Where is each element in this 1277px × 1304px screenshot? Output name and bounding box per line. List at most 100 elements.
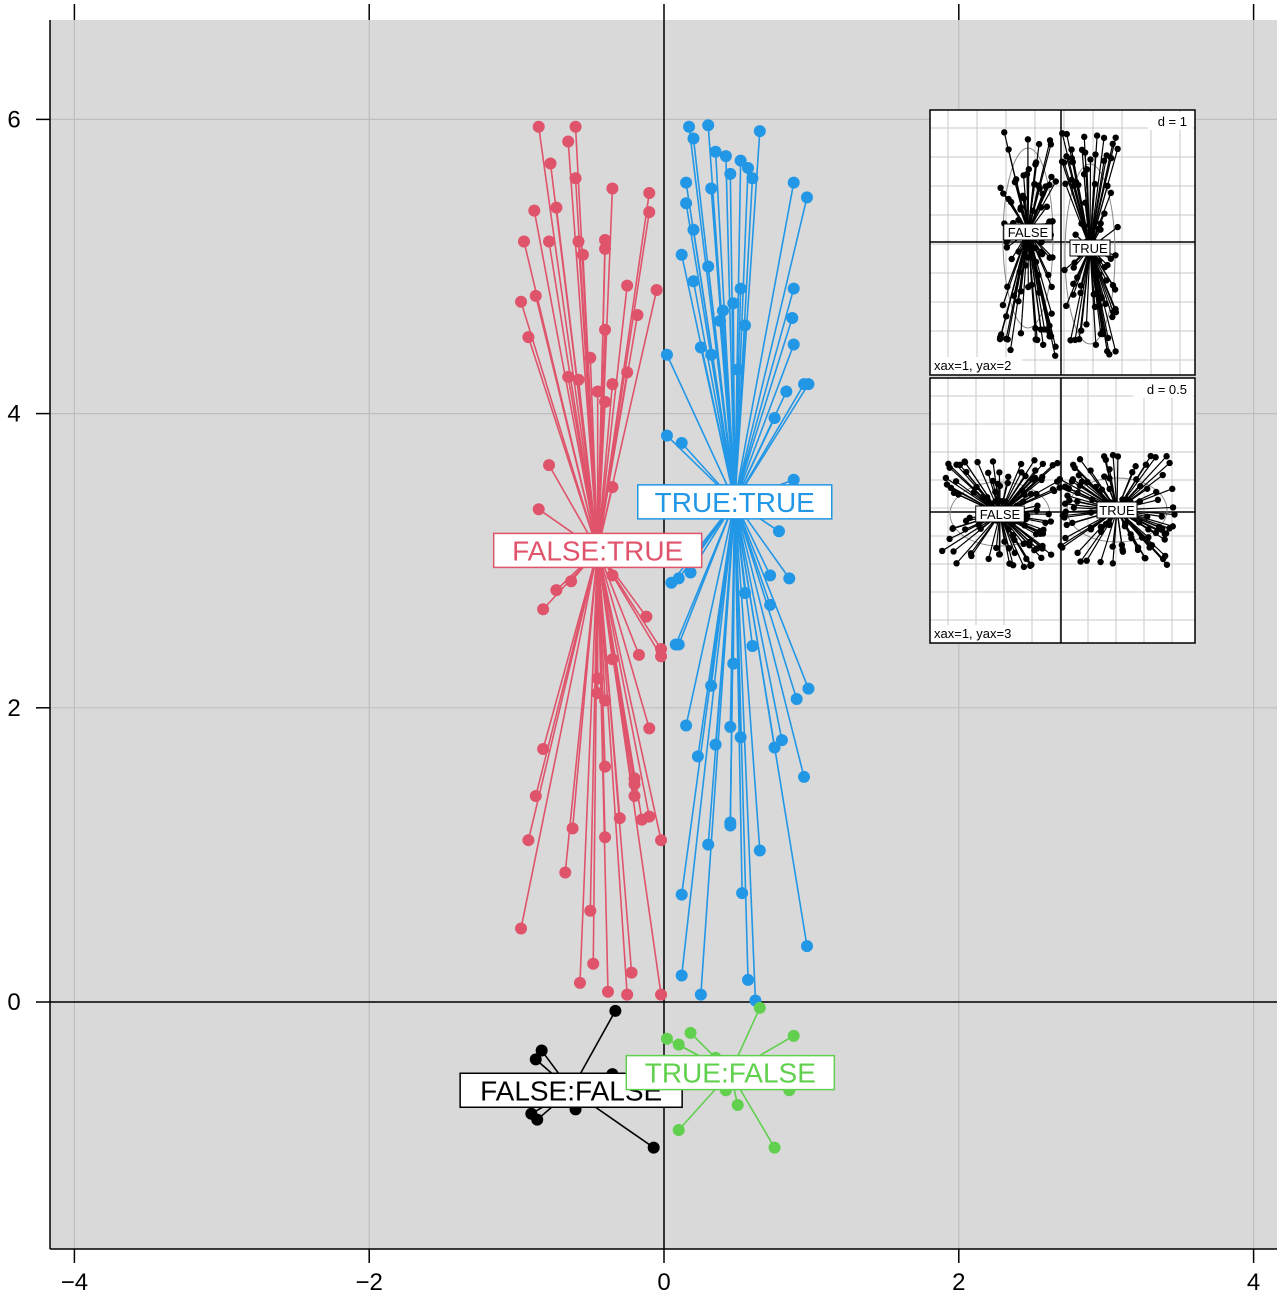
point-0-10 (572, 235, 585, 248)
inset-frame-1 (929, 377, 1196, 644)
point-0-58 (655, 834, 668, 847)
point-1-56 (734, 731, 747, 744)
inset-point-1-0-102 (1024, 512, 1031, 519)
inset-point-0-1-60 (1107, 189, 1115, 197)
point-1-27 (787, 338, 800, 351)
point-1-31 (780, 385, 793, 398)
point-0-50 (529, 790, 542, 803)
inset-point-0-0-61 (997, 331, 1005, 338)
point-0-43 (591, 687, 604, 700)
inset-point-1-0-89 (1018, 469, 1025, 476)
point-0-60 (584, 904, 597, 917)
inset-point-0-1-35 (1059, 130, 1066, 137)
segment-1-49 (733, 501, 754, 647)
point-1-30 (731, 363, 744, 376)
point-1-45 (739, 587, 752, 600)
point-1-70 (742, 973, 755, 986)
point-0-40 (632, 648, 645, 661)
inset-point-1-0-72 (1005, 473, 1012, 480)
inset-point-0-1-70 (1097, 330, 1105, 338)
inset-point-1-1-32 (1152, 529, 1160, 537)
segment-1-54 (685, 501, 736, 726)
point-1-67 (736, 887, 749, 900)
inset-point-1-1-33 (1147, 452, 1154, 460)
inset-point-1-0-7 (953, 560, 960, 567)
point-0-34 (537, 603, 550, 616)
point-3-9 (731, 1098, 744, 1111)
point-1-61 (798, 770, 811, 783)
inset-point-1-1-41 (1074, 549, 1081, 557)
inset-point-0-0-10 (1048, 310, 1055, 317)
inset-segment-0-0-57 (1020, 231, 1029, 334)
inset-star-0-0: FALSE (996, 129, 1059, 359)
inset-segment-0-0-84 (1027, 231, 1037, 329)
inset-point-0-1-72 (1111, 286, 1119, 293)
point-0-53 (635, 813, 648, 826)
point-0-67 (655, 988, 668, 1001)
inset-point-0-1-87 (1109, 140, 1116, 148)
series-0 (515, 120, 668, 1001)
inset-point-0-0-44 (1052, 178, 1059, 185)
inset-point-0-1-63 (1091, 180, 1099, 188)
x-tick-label-2: 0 (657, 1269, 670, 1296)
inset-point-1-0-57 (961, 458, 968, 465)
inset-segment-0-0-83 (1027, 231, 1056, 356)
point-0-39 (655, 650, 668, 663)
inset-point-1-1-51 (1114, 453, 1122, 460)
inset-star-1-1: TRUE (1056, 451, 1178, 568)
inset-point-1-0-54 (1033, 507, 1040, 514)
inset-point-1-1-89 (1161, 552, 1169, 560)
point-3-10 (672, 1123, 685, 1136)
point-1-23 (786, 311, 799, 324)
inset-point-1-0-66 (1020, 540, 1027, 548)
inset-label-box-1-0 (975, 505, 1025, 523)
point-0-22 (522, 331, 535, 344)
inset-segment-0-1-69 (1083, 136, 1091, 249)
inset-point-1-0-103 (1010, 531, 1017, 539)
point-1-8 (724, 167, 737, 180)
segment-0-23 (589, 357, 599, 551)
inset-point-0-1-82 (1061, 266, 1068, 274)
inset-star-1-0: FALSE (938, 457, 1061, 571)
point-0-26 (572, 373, 585, 386)
point-0-65 (601, 985, 614, 998)
inset-point-1-0-104 (1017, 460, 1025, 468)
inset-point-1-1-97 (1148, 542, 1156, 549)
inset-segment-0-1-79 (1089, 247, 1096, 307)
inset-d-box-0 (1148, 112, 1193, 130)
inset-segment-0-0-62 (1009, 231, 1029, 351)
inset-segment-0-0-88 (1027, 231, 1044, 345)
inset-point-1-0-97 (966, 514, 973, 522)
inset-axes-label-1: xax=1, yax=3 (934, 626, 1011, 641)
segment-1-11 (733, 182, 795, 503)
inset-point-0-1-27 (1067, 337, 1074, 344)
inset-point-0-0-27 (1025, 166, 1033, 173)
inset-point-0-1-39 (1083, 321, 1090, 328)
inset-point-0-0-69 (1002, 335, 1010, 342)
inset-point-0-0-16 (1043, 203, 1051, 210)
inset-point-1-0-80 (949, 525, 956, 532)
series-1 (660, 119, 815, 1007)
inset-point-1-1-28 (1166, 459, 1173, 467)
inset-point-1-0-109 (989, 458, 997, 465)
inset-point-1-0-105 (1020, 563, 1028, 571)
inset-point-1-0-92 (1050, 487, 1058, 495)
segment-1-65 (733, 501, 761, 851)
inset-point-1-1-106 (1137, 482, 1144, 490)
inset-point-0-0-8 (1035, 140, 1043, 148)
inset-point-0-0-82 (1007, 198, 1015, 206)
inset-point-1-0-40 (942, 474, 950, 482)
point-2-0 (609, 1004, 622, 1017)
segment-1-58 (733, 501, 783, 741)
inset-point-1-0-94 (950, 489, 958, 497)
point-0-6 (528, 204, 541, 217)
segment-0-52 (596, 550, 651, 817)
inset-point-0-1-76 (1100, 157, 1108, 165)
inset-point-1-0-78 (956, 461, 964, 469)
inset-d-label-1: d = 0.5 (1147, 382, 1187, 397)
inset-point-1-0-0 (1032, 467, 1039, 474)
point-0-13 (576, 248, 589, 261)
segment-0-67 (596, 550, 662, 995)
point-3-3 (660, 1032, 673, 1045)
inset-point-1-0-31 (962, 526, 969, 533)
